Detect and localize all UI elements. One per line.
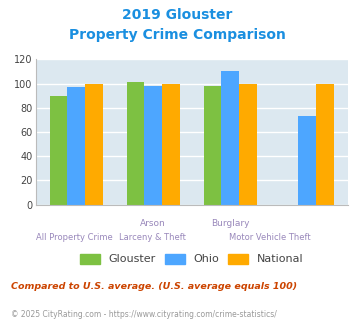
Text: Motor Vehicle Theft: Motor Vehicle Theft [229,233,311,242]
Bar [298,116,316,205]
Legend: Glouster, Ohio, National: Glouster, Ohio, National [80,254,304,264]
Bar [50,96,67,205]
Bar [127,82,144,205]
Bar [162,83,180,205]
Bar [221,72,239,205]
Text: © 2025 CityRating.com - https://www.cityrating.com/crime-statistics/: © 2025 CityRating.com - https://www.city… [11,310,277,319]
Bar [204,86,221,205]
Bar [85,83,103,205]
Text: Compared to U.S. average. (U.S. average equals 100): Compared to U.S. average. (U.S. average … [11,282,297,291]
Bar [316,83,334,205]
Text: Burglary: Burglary [212,219,250,228]
Text: Arson: Arson [140,219,165,228]
Text: Larceny & Theft: Larceny & Theft [119,233,186,242]
Bar [239,83,257,205]
Text: 2019 Glouster: 2019 Glouster [122,8,233,22]
Bar [67,87,85,205]
Text: All Property Crime: All Property Crime [36,233,113,242]
Bar [144,86,162,205]
Text: Property Crime Comparison: Property Crime Comparison [69,28,286,42]
